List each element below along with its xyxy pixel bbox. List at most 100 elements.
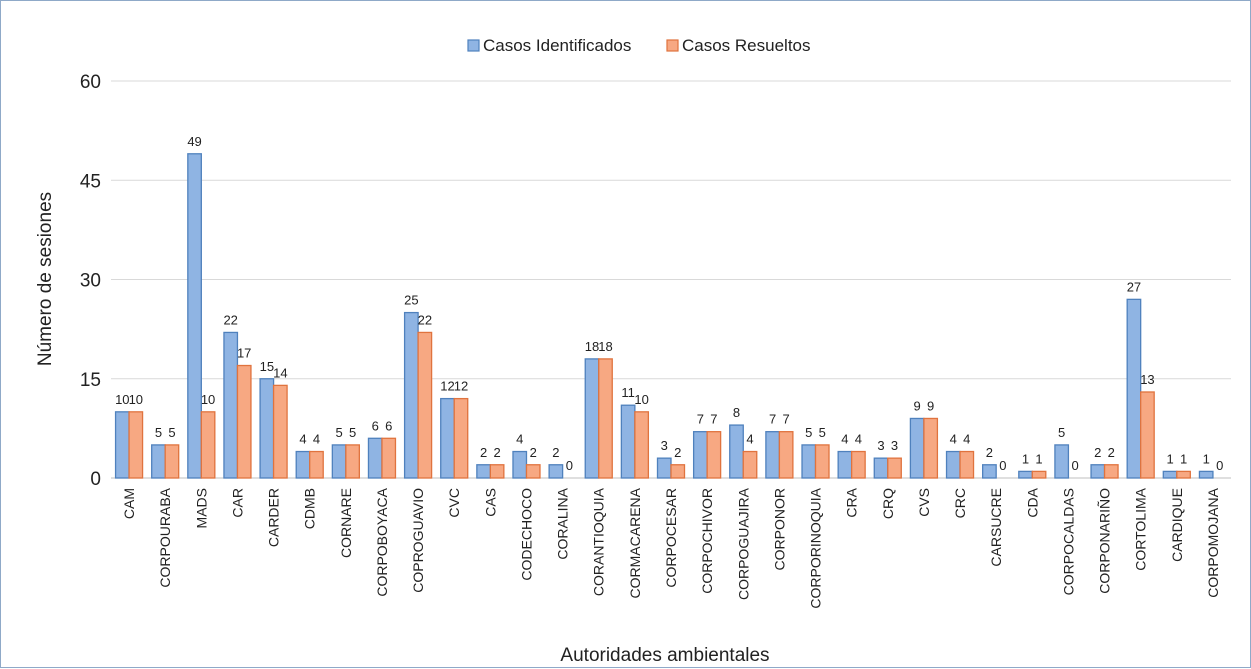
data-label: 10 [129, 392, 143, 407]
x-tick-label: CDA [1024, 487, 1040, 517]
data-label: 2 [1094, 445, 1101, 460]
data-label: 10 [201, 392, 215, 407]
data-label: 1 [1022, 451, 1029, 466]
bar-casos-identificados [584, 358, 600, 479]
bar-casos-resueltos [598, 358, 613, 479]
bar-casos-identificados [1126, 298, 1142, 479]
data-label: 9 [914, 398, 921, 413]
bar-casos-identificados [295, 450, 311, 479]
data-label: 5 [1058, 425, 1065, 440]
data-label: 1 [1035, 451, 1042, 466]
x-tick-label: CDMB [302, 488, 318, 529]
x-tick-label: CAM [121, 488, 137, 519]
data-label: 2 [530, 445, 537, 460]
data-label: 5 [349, 425, 356, 440]
x-tick-label: CORMACARENA [627, 487, 643, 598]
data-label: 15 [260, 359, 274, 374]
bar-casos-identificados [837, 450, 853, 479]
data-label: 18 [598, 339, 612, 354]
x-tick-label: CARDER [266, 488, 282, 547]
bar-casos-resueltos [850, 450, 866, 479]
data-label: 0 [999, 458, 1006, 473]
bars-layer [114, 153, 1214, 479]
bar-casos-resueltos [128, 411, 144, 479]
x-tick-label: CVS [916, 488, 932, 517]
data-label: 2 [674, 445, 681, 460]
bar-casos-identificados [620, 404, 636, 479]
bar-casos-resueltos [1031, 470, 1047, 479]
bar-casos-identificados [656, 457, 672, 479]
data-label: 0 [1216, 458, 1223, 473]
y-tick-label: 60 [80, 72, 101, 93]
bar-casos-resueltos [634, 411, 650, 479]
data-label: 1 [1203, 451, 1210, 466]
bar-casos-identificados [909, 417, 925, 479]
data-label: 5 [155, 425, 162, 440]
data-label: 7 [710, 412, 717, 427]
legend-swatch [666, 39, 679, 52]
legend: Casos Identificados Casos Resueltos [467, 36, 811, 55]
bar-casos-identificados [331, 444, 347, 479]
bar-casos-resueltos [453, 397, 469, 479]
y-axis-title: Número de sesiones [35, 192, 56, 366]
data-label: 9 [927, 398, 934, 413]
bar-casos-identificados [1198, 470, 1214, 479]
x-axis-title: Autoridades ambientales [560, 645, 769, 666]
x-tick-label: CVC [446, 488, 462, 518]
data-label: 18 [585, 339, 599, 354]
bar-casos-identificados [801, 444, 817, 479]
data-label: 4 [746, 432, 753, 447]
bar-casos-identificados [729, 424, 744, 479]
bar-casos-identificados [403, 311, 419, 479]
x-tick-label: CORNARE [338, 488, 354, 558]
bar-casos-identificados [367, 437, 383, 479]
y-tick-label: 15 [80, 370, 101, 391]
x-tick-label: CARDIQUE [1169, 488, 1185, 562]
bar-casos-identificados [1018, 470, 1033, 479]
bar-casos-resueltos [887, 457, 902, 479]
data-label: 6 [372, 418, 379, 433]
x-tick-label: CORPOCESAR [663, 488, 679, 588]
x-tick-label: COPROGUAVIO [410, 488, 426, 593]
bar-casos-resueltos [1103, 464, 1119, 479]
data-label: 5 [335, 425, 342, 440]
bar-casos-resueltos [923, 417, 939, 479]
data-label: 2 [493, 445, 500, 460]
data-label: 2 [1108, 445, 1115, 460]
bar-casos-identificados [1090, 464, 1106, 479]
bar-casos-identificados [259, 378, 275, 479]
x-tick-label: CRQ [880, 488, 896, 519]
bar-casos-identificados [1162, 470, 1178, 479]
data-label: 3 [891, 438, 898, 453]
bar-casos-identificados [873, 457, 889, 479]
x-tick-label: CORTOLIMA [1133, 487, 1149, 570]
bar-casos-resueltos [309, 450, 324, 479]
x-tick-label: CARSUCRE [988, 488, 1004, 567]
data-label: 4 [950, 432, 957, 447]
data-label: 11 [621, 385, 635, 400]
data-label: 27 [1127, 279, 1141, 294]
bar-casos-identificados [151, 444, 166, 479]
data-label: 7 [783, 412, 790, 427]
x-tick-label: CAS [482, 488, 498, 517]
bar-casos-resueltos [1176, 470, 1191, 479]
bar-casos-resueltos [236, 364, 252, 479]
bar-casos-resueltos [1140, 391, 1155, 479]
x-tick-label: CAR [229, 488, 245, 518]
bar-casos-identificados [765, 431, 781, 479]
data-label: 4 [516, 432, 523, 447]
x-axis-ticks: CAM CORPOURABA MADS CAR CARDER CDMB CORNARE COR… [121, 487, 1221, 608]
data-label: 12 [454, 379, 468, 394]
bar-casos-identificados [187, 153, 202, 479]
data-label: 4 [841, 432, 848, 447]
data-label: 3 [877, 438, 884, 453]
x-tick-label: CORPONOR [771, 488, 787, 570]
legend-swatch [467, 39, 480, 52]
data-label: 5 [805, 425, 812, 440]
data-label: 10 [634, 392, 648, 407]
bar-casos-identificados [982, 464, 997, 479]
x-tick-label: CORPOURABA [157, 487, 173, 587]
bar-casos-resueltos [742, 450, 758, 479]
data-label: 14 [273, 365, 287, 380]
